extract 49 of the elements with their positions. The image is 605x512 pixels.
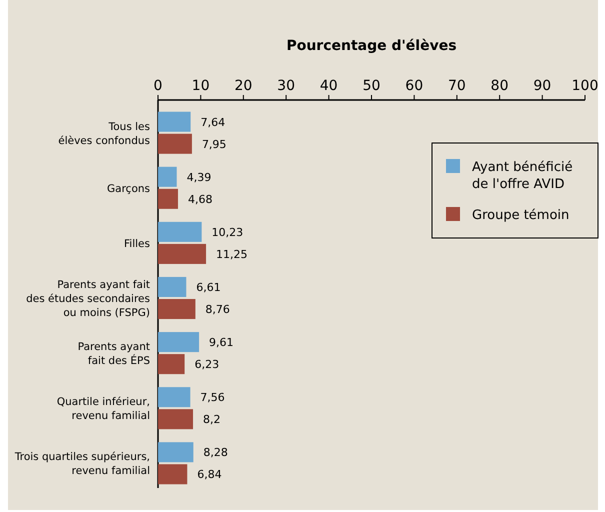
data-label: 7,56	[200, 391, 225, 404]
bar	[158, 354, 185, 374]
bar	[158, 188, 178, 209]
bar	[158, 332, 200, 352]
legend-label: Ayant bénéficié de l'offre AVID	[472, 160, 573, 192]
bar	[158, 222, 202, 242]
data-label: 7,95	[202, 138, 226, 151]
x-tick-label: 10	[192, 78, 210, 94]
bar	[158, 276, 186, 297]
x-tick-label: 90	[533, 78, 552, 94]
y-tick-label: Parents ayant fait des ÉPS	[78, 341, 150, 368]
bar	[158, 134, 192, 154]
bar	[158, 442, 194, 462]
x-tick-label: 30	[277, 78, 296, 94]
x-tick-label: 20	[234, 78, 252, 94]
bar	[158, 112, 191, 132]
y-tick-label: Parents ayant fait des études secondaires ou moins (FSPG)	[26, 279, 150, 319]
data-label: 10,23	[212, 226, 244, 239]
data-label: 6,61	[196, 280, 221, 294]
y-tick-label: Tous les élèves confondus	[58, 120, 150, 147]
x-tick-label: 100	[572, 78, 598, 94]
bar	[158, 299, 196, 320]
bar	[158, 244, 206, 264]
data-label: 8,2	[203, 413, 221, 426]
data-label: 6,84	[197, 468, 222, 482]
data-label: 8,76	[205, 303, 230, 316]
y-tick-label: Quartile inférieur, revenu familial	[56, 396, 150, 422]
x-tick-label: 0	[154, 78, 162, 94]
y-tick-label: Garçons	[107, 182, 150, 195]
bar	[158, 166, 177, 187]
x-tick-label: 60	[405, 78, 424, 94]
data-label: 6,23	[194, 358, 220, 372]
data-label: 11,25	[216, 248, 248, 261]
x-tick-label: 80	[490, 78, 509, 94]
legend-label: Groupe témoin	[472, 208, 570, 223]
y-tick-label: Filles	[124, 238, 150, 250]
bar	[158, 409, 194, 430]
data-label: 7,64	[200, 116, 226, 129]
bar	[158, 387, 190, 408]
data-label: 4,68	[188, 192, 212, 206]
x-tick-label: 50	[362, 78, 380, 94]
data-label: 9,61	[209, 336, 234, 350]
data-label: 8,28	[203, 446, 228, 460]
x-tick-label: 40	[320, 78, 338, 94]
bar	[158, 464, 188, 484]
x-tick-label: 70	[448, 78, 466, 94]
y-tick-label: Trois quartiles supérieurs, revenu familial	[14, 451, 150, 478]
data-label: 4,39	[186, 170, 212, 184]
x-axis-title: Pourcentage d'élèves	[286, 38, 457, 54]
